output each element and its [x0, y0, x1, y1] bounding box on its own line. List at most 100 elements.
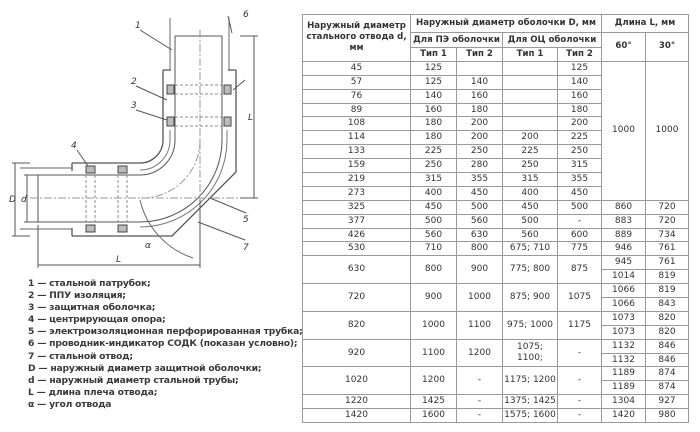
cell-pe2: 500 [456, 199, 503, 215]
cell-oc1 [502, 60, 558, 76]
cell-d: 1020 [302, 366, 411, 396]
cell-oc1: 675; 710 [502, 241, 558, 257]
callout-4: 4 [71, 141, 77, 151]
cell-length-60: 1073 [601, 324, 646, 340]
cell-length-60: 1132 [601, 352, 646, 368]
cell-length-30: 761 [645, 241, 689, 257]
cell-length-60: 945 [601, 255, 646, 271]
cell-oc1: 1575; 1600 [502, 408, 558, 424]
cell-d: 45 [302, 60, 411, 76]
cell-d: 820 [302, 310, 411, 340]
cell-oc1: 225 [502, 144, 558, 160]
cell-oc2: 315 [557, 158, 602, 174]
dim-L-horizontal [37, 200, 201, 268]
cell-pe2 [456, 60, 503, 76]
label-L-vertical: L [248, 113, 253, 123]
table-row: 1420 1600-1575; 1600-1420 980 [302, 408, 689, 424]
cell-pe2: - [456, 408, 503, 424]
cell-oc1: 315 [502, 172, 558, 187]
header-oc-shell: Для ОЦ оболочки [502, 32, 602, 48]
cell-oc1: 450 [502, 199, 558, 215]
cell-pe2: 1000 [456, 283, 503, 312]
cell-oc1 [502, 88, 558, 104]
steel-pipe-vertical [174, 35, 223, 140]
table-subrow: 1066 843 [303, 297, 689, 312]
legend-item: α — угол отвода [28, 398, 112, 410]
cell-oc1 [502, 102, 558, 118]
cell-length-30: 874 [645, 380, 689, 396]
cell-pe1: 500 [410, 213, 457, 229]
table-row: 1020 1200-1175; 1200-1189 874 [302, 366, 689, 396]
cell-length-30: 843 [645, 297, 689, 312]
cell-oc1: 1075; 1100; [502, 338, 558, 368]
header-pe-type1: Тип 1 [410, 47, 457, 62]
cell-oc2: 225 [557, 130, 602, 146]
cell-oc2: 140 [557, 74, 602, 90]
pipe-elbow-drawing: 1 2 3 4 5 6 7 D d L L α [9, 10, 258, 268]
callout-7: 7 [243, 243, 249, 253]
table-row: 426 560 630 560 600 889 734 [302, 227, 689, 243]
cell-oc2: 1175 [557, 310, 602, 340]
legend: 1 — стальной патрубок; 2 — ППУ изоляция;… [28, 278, 303, 411]
cell-d: 1220 [302, 394, 411, 410]
cell-pe1: 125 [410, 60, 457, 76]
cell-pe2: 450 [456, 185, 503, 201]
cell-pe1: 180 [410, 130, 457, 146]
header-shell-diameter: Наружный диаметр оболочки D, мм [410, 14, 602, 33]
cell-pe2: - [456, 366, 503, 396]
cell-pe2: 200 [456, 116, 503, 132]
cell-pe1: 1600 [410, 408, 457, 424]
cell-d: 1420 [302, 408, 411, 424]
cell-pe2: 250 [456, 144, 503, 160]
table-row: 530 710 800 675; 710 775 946 761 [302, 241, 689, 257]
table-row: 325 450 500 450 500 860 720 [302, 199, 689, 215]
cell-pe1: 800 [410, 255, 457, 285]
cell-pe1: 225 [410, 144, 457, 160]
cell-d: 630 [302, 255, 411, 285]
cell-pe1: 1200 [410, 366, 457, 396]
cell-d: 325 [302, 199, 411, 215]
cell-length-30: 927 [645, 394, 689, 410]
cell-oc2: 160 [557, 88, 602, 104]
table-row: 1220 1425-1375; 1425-1304 927 [302, 394, 689, 410]
cell-pe1: 180 [410, 116, 457, 132]
cell-oc1: 560 [502, 227, 558, 243]
cell-pe1: 400 [410, 185, 457, 201]
cell-oc1: 250 [502, 158, 558, 174]
cell-length-60-group: 1000 [601, 60, 646, 201]
cell-oc1: 875; 900 [502, 283, 558, 312]
cell-d: 76 [302, 88, 411, 104]
cell-pe1: 450 [410, 199, 457, 215]
legend-item: 7 — стальной отвод; [28, 350, 133, 362]
cell-oc2: 200 [557, 116, 602, 132]
cell-pe2: 900 [456, 255, 503, 285]
header-length: Длина L, мм [601, 14, 689, 33]
cell-d: 219 [302, 172, 411, 187]
cell-d: 57 [302, 74, 411, 90]
table-row: 273 400 450 400 450 [302, 185, 689, 201]
cell-pe1: 1000 [410, 310, 457, 340]
legend-item: 4 — центрирующая опора; [28, 314, 166, 326]
table-row: 720 900 1000 875; 900 1075 1066 819 [302, 283, 689, 312]
cell-d: 114 [302, 130, 411, 146]
cell-pe1: 1100 [410, 338, 457, 368]
dim-alpha [139, 199, 194, 259]
cell-d: 920 [302, 338, 411, 368]
cell-oc2: - [557, 338, 602, 368]
cell-length-60: 889 [601, 227, 646, 243]
cell-length-30: 820 [645, 310, 689, 326]
cell-oc2: 450 [557, 185, 602, 201]
cell-length-60: 1304 [601, 394, 646, 410]
cell-d: 159 [302, 158, 411, 174]
table-row: 630 800 900 775; 800 875 945 761 [302, 255, 689, 285]
table-row: 820 1000 1100 975; 1000 1175 1073 820 [302, 310, 689, 340]
cell-oc1: 500 [502, 213, 558, 229]
cell-oc2: 600 [557, 227, 602, 243]
cell-length-30: 734 [645, 227, 689, 243]
table-row: 377 500 560 500-883 720 [302, 213, 689, 229]
dim-D [12, 162, 30, 237]
cell-oc2: 500 [557, 199, 602, 215]
cell-pe2: 280 [456, 158, 503, 174]
cell-pe2: 800 [456, 241, 503, 257]
cell-length-60: 1189 [601, 380, 646, 396]
